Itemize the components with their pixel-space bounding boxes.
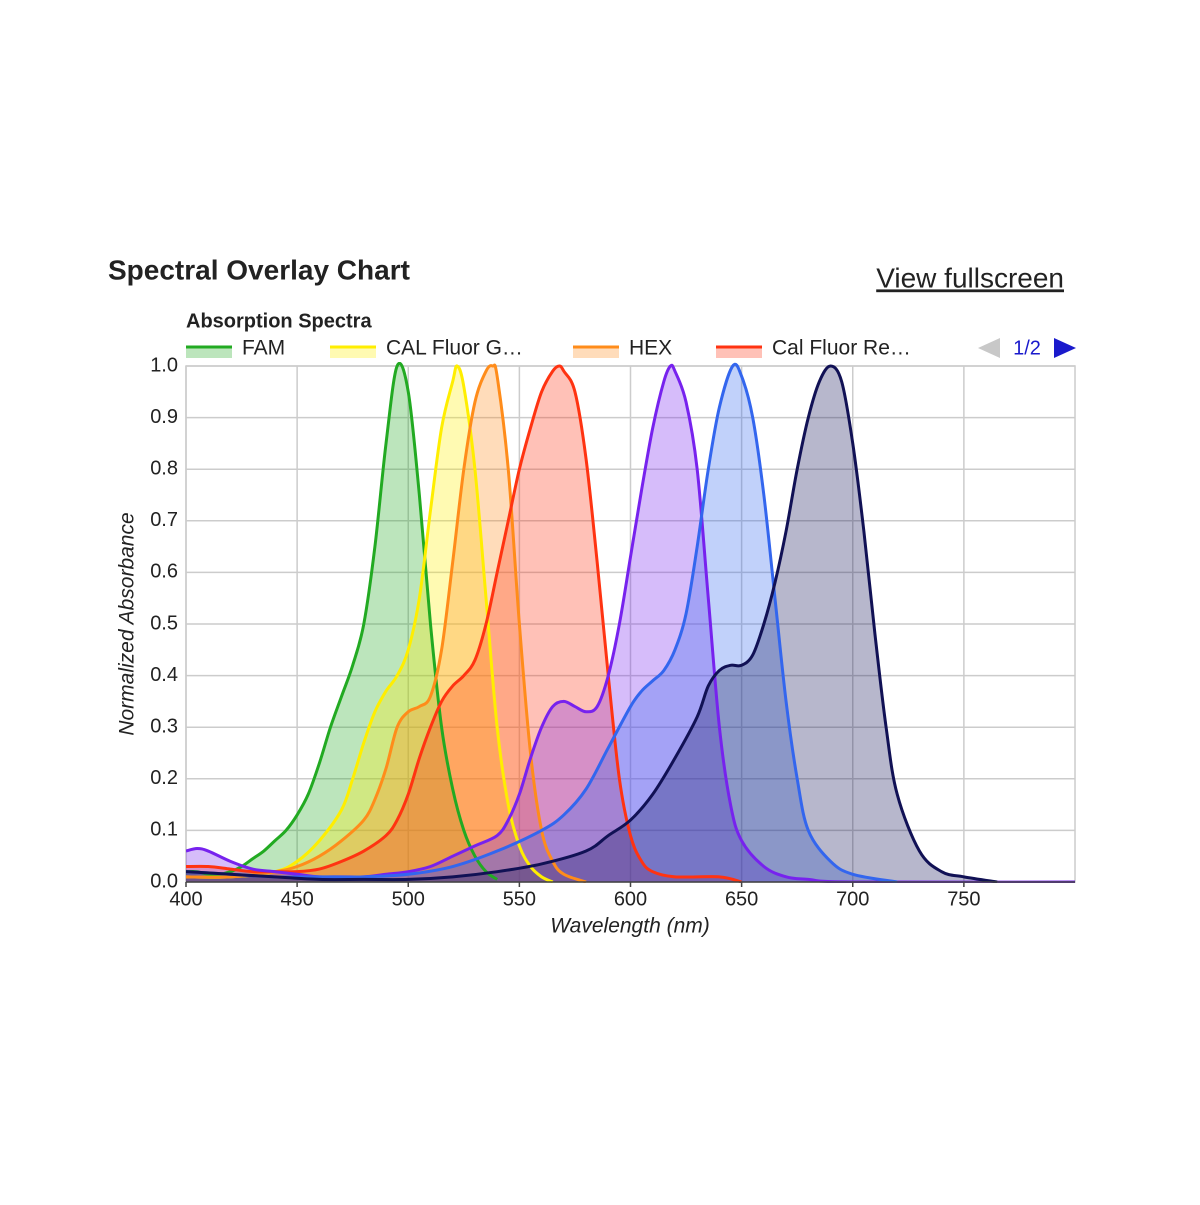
area-fill (186, 365, 1075, 883)
legend-swatch (716, 348, 762, 358)
page-title: Spectral Overlay Chart (108, 254, 410, 285)
area-fill (186, 366, 742, 882)
area-fill (186, 364, 587, 882)
axes: 0.0 0.1 0.2 0.3 0.4 0.5 0.6 0.7 0.8 0.9 1.0 400 450 5… (150, 337, 1075, 910)
series-line (186, 364, 998, 883)
x-tick-label: 650 (725, 888, 758, 910)
y-tick-label: 0.5 (150, 612, 178, 634)
y-tick-label: 0.7 (150, 509, 178, 531)
chart-title: Absorption Spectra (186, 310, 372, 332)
x-axis-label: Wavelength (nm) (550, 915, 710, 938)
y-tick-label: 0.6 (150, 561, 178, 583)
y-tick-label: 0.1 (150, 819, 178, 841)
x-tick-label: 400 (169, 888, 202, 910)
y-tick-label: 0.9 (150, 406, 178, 428)
y-tick-label: 0.4 (150, 664, 178, 686)
y-tick-label: 0.0 (150, 870, 178, 892)
legend-label: Cal Fluor Re… (772, 337, 911, 360)
legend-swatch (330, 348, 376, 358)
legend-label: CAL Fluor G… (386, 337, 523, 360)
area-fill (186, 363, 498, 882)
x-tick-label: 500 (392, 888, 425, 910)
grid (185, 365, 1076, 883)
x-tick-label: 700 (836, 888, 869, 910)
x-tick-label: 750 (947, 888, 980, 910)
y-axis-label: Normalized Absorbance (116, 512, 139, 735)
area-fill (186, 364, 898, 882)
x-tick-label: 600 (614, 888, 647, 910)
legend-label: FAM (242, 337, 285, 360)
series-line (186, 363, 587, 883)
x-tick-label: 550 (503, 888, 536, 910)
y-tick-label: 0.3 (150, 715, 178, 737)
series-line (186, 364, 554, 883)
pager-next[interactable] (1054, 338, 1076, 358)
legend-label: HEX (629, 337, 672, 360)
fullscreen-link[interactable]: View fullscreen (876, 262, 1064, 293)
y-tick-label: 0.8 (150, 457, 178, 479)
legend-swatch (573, 348, 619, 358)
series-line (186, 364, 743, 883)
series-line (186, 362, 898, 883)
plot-area (186, 362, 1076, 883)
legend-swatch (186, 348, 232, 358)
pager-prev[interactable] (978, 338, 1000, 358)
x-tick-label: 450 (280, 888, 313, 910)
pager-label: 1/2 (1013, 337, 1041, 359)
y-tick-label: 0.2 (150, 767, 178, 789)
y-tick-label: 1.0 (150, 354, 178, 376)
